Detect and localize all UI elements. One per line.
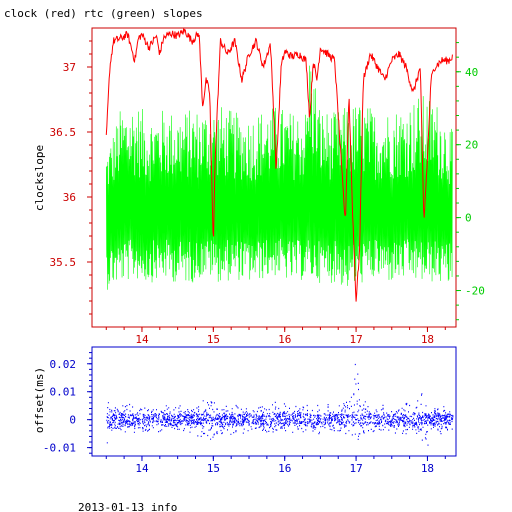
slopes-x-tick-label: 16 (278, 333, 291, 346)
offset-series (106, 363, 454, 446)
slopes-x-tick-label: 15 (207, 333, 220, 346)
slopes-x-tick-label: 18 (421, 333, 434, 346)
rtc-y-tick-label: 0 (465, 212, 472, 225)
offset-plot-frame (91, 346, 457, 457)
rtc-y-tick-label: 20 (465, 139, 478, 152)
offset-axes: 14 15 16 17 18 -0.01 0 0.01 0.02 (43, 352, 446, 475)
offset-x-tick-label: 17 (349, 462, 362, 475)
chart-title: clock (red) rtc (green) slopes (4, 7, 203, 20)
rtc-y-tick-label: 40 (465, 66, 478, 79)
slopes-x-tick-label: 14 (135, 333, 149, 346)
slopes-y-tick-label: 36 (63, 191, 76, 204)
slopes-y-tick-label: 35.5 (50, 256, 77, 269)
offset-x-tick-label: 14 (135, 462, 149, 475)
slopes-x-tick-label: 17 (349, 333, 362, 346)
offset-data (106, 363, 454, 446)
offset-y-tick-label: 0.02 (50, 358, 77, 371)
slopes-plot-frame (91, 27, 457, 328)
clock-slope-series (105, 28, 453, 302)
offset-x-tick-label: 18 (421, 462, 434, 475)
offset-y-tick-label: 0 (69, 414, 76, 427)
slopes-y-tick-label: 36.5 (50, 126, 77, 139)
offset-chart: 14 15 16 17 18 -0.01 0 0.01 0.02 offset(ms) (33, 346, 457, 475)
slopes-axes: 14 15 16 17 18 35.5 36 36.5 37 -20 0 20 40 (50, 40, 485, 346)
slopes-y-axis-label: clockslope (33, 145, 46, 211)
offset-x-tick-label: 16 (278, 462, 291, 475)
rtc-y-tick-label: -20 (465, 285, 485, 298)
slopes-chart: 14 15 16 17 18 35.5 36 36.5 37 -20 0 20 40 clockslop… (33, 27, 485, 346)
offset-x-tick-label: 15 (207, 462, 220, 475)
offset-y-axis-label: offset(ms) (33, 367, 46, 433)
footer-caption: 2013-01-13 info (78, 501, 177, 512)
offset-y-tick-label: 0.01 (50, 386, 77, 399)
slopes-y-tick-label: 37 (63, 61, 76, 74)
rtc-slope-series (105, 65, 453, 290)
offset-y-tick-label: -0.01 (43, 442, 76, 455)
slopes-data (105, 28, 453, 302)
